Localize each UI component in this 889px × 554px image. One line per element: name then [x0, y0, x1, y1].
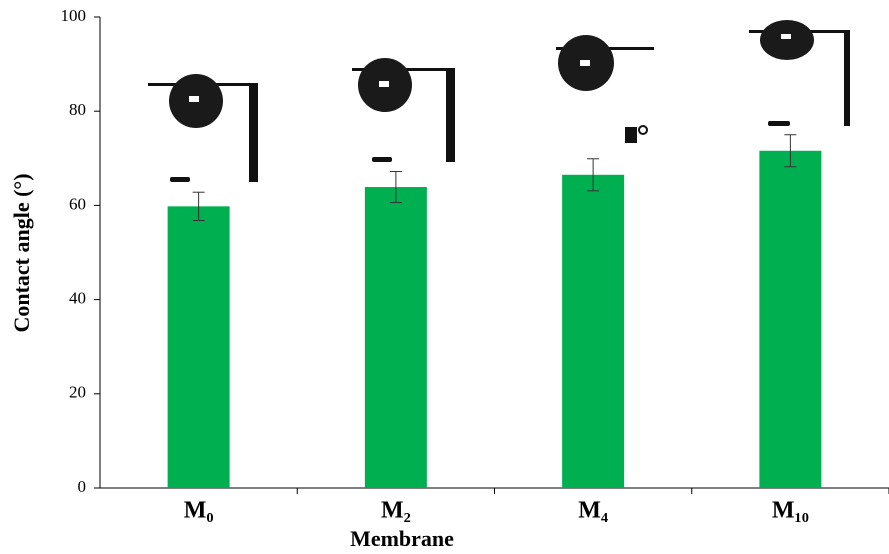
bar	[167, 206, 230, 489]
y-tick-label: 0	[78, 477, 87, 496]
x-tick-label: M₀	[184, 498, 214, 524]
y-tick-label: 80	[69, 100, 86, 119]
y-tick-label: 60	[69, 194, 86, 213]
bar	[364, 187, 427, 488]
x-axis-title: Membrane	[350, 526, 454, 551]
x-tick-label: M₁₀	[772, 498, 809, 524]
error-bar	[389, 170, 402, 204]
x-tick-label: M₄	[578, 498, 608, 524]
error-bar	[587, 158, 600, 192]
error-bar	[784, 134, 797, 168]
bar	[562, 174, 625, 488]
droplet-images	[148, 20, 850, 182]
y-tick-label: 40	[69, 289, 86, 308]
y-axis-title: Contact angle (°)	[9, 173, 34, 332]
bar	[759, 150, 822, 488]
y-tick-label: 20	[69, 383, 86, 402]
error-bar	[192, 191, 205, 221]
x-tick-label: M₂	[381, 498, 411, 524]
y-tick-label: 100	[61, 6, 87, 25]
